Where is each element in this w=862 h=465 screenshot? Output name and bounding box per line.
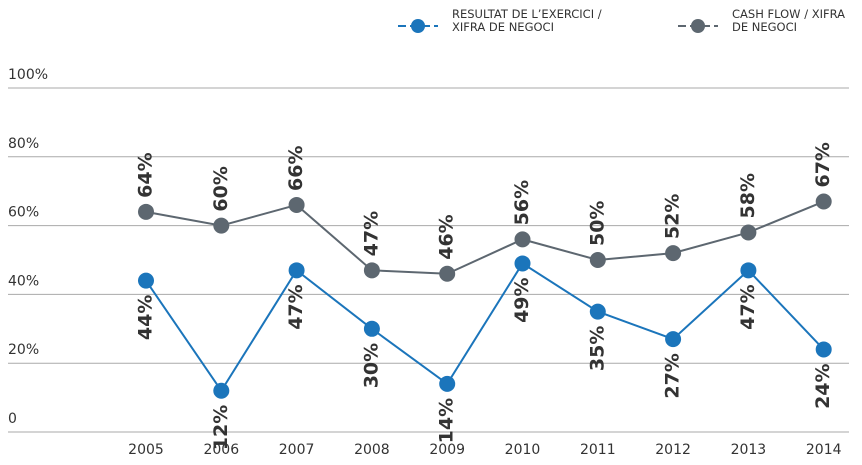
- legend-marker: [691, 19, 705, 33]
- value-label: 47%: [737, 284, 759, 329]
- point: [815, 341, 832, 358]
- y-tick-label: 60%: [8, 205, 39, 221]
- point: [363, 320, 380, 337]
- point: [815, 193, 832, 210]
- point: [589, 252, 606, 268]
- point: [213, 382, 230, 399]
- x-tick-label: 2008: [354, 442, 390, 458]
- point: [439, 375, 456, 392]
- legend-marker: [411, 19, 425, 33]
- point: [138, 272, 154, 289]
- x-tick-label: 2010: [505, 442, 541, 458]
- value-label: 67%: [812, 142, 834, 187]
- y-tick-label: 100%: [8, 67, 48, 83]
- y-tick-label: 0: [8, 411, 17, 427]
- point: [514, 231, 531, 248]
- point: [665, 245, 682, 262]
- point: [740, 224, 757, 241]
- value-label: 24%: [812, 363, 834, 408]
- legend-label: RESULTAT DE L’EXERCICI / XIFRA DE NEGOCI: [452, 7, 602, 34]
- value-label: 35%: [586, 326, 608, 371]
- value-label: 66%: [285, 145, 307, 190]
- value-label: 50%: [586, 201, 608, 246]
- x-tick-label: 2009: [429, 442, 465, 458]
- point: [138, 203, 154, 220]
- x-tick-label: 2013: [731, 442, 767, 458]
- x-tick-label: 2012: [655, 442, 691, 458]
- x-tick-label: 2007: [279, 442, 315, 458]
- point: [213, 217, 230, 234]
- value-label: 47%: [285, 284, 307, 329]
- point: [288, 196, 305, 213]
- line: [145, 200, 825, 275]
- point: [288, 262, 305, 279]
- value-label: 30%: [360, 343, 382, 388]
- value-label: 12%: [210, 405, 232, 450]
- legend-label: CASH FLOW / XIFRA DE NEGOCI: [732, 7, 845, 34]
- value-label: 52%: [662, 194, 684, 239]
- value-label: 56%: [511, 180, 533, 225]
- y-tick-label: 20%: [8, 342, 39, 358]
- value-label: 47%: [360, 211, 382, 256]
- value-label: 49%: [511, 277, 533, 322]
- x-tick-label: 2005: [128, 442, 164, 458]
- point: [514, 255, 531, 272]
- value-label: 44%: [135, 295, 157, 340]
- point: [589, 303, 606, 320]
- value-label: 27%: [662, 353, 684, 398]
- value-label: 14%: [436, 398, 458, 443]
- line: [145, 262, 825, 393]
- point: [665, 331, 682, 348]
- value-label: 46%: [436, 214, 458, 259]
- point: [439, 265, 456, 282]
- y-tick-label: 40%: [8, 273, 39, 289]
- value-label: 58%: [737, 173, 759, 218]
- y-tick-label: 80%: [8, 136, 39, 152]
- point: [363, 262, 380, 279]
- x-tick-label: 2014: [806, 442, 842, 458]
- value-label: 60%: [210, 166, 232, 211]
- x-tick-label: 2011: [580, 442, 616, 458]
- point: [740, 262, 757, 279]
- value-label: 64%: [135, 152, 157, 197]
- x-tick-label: 2006: [203, 442, 239, 458]
